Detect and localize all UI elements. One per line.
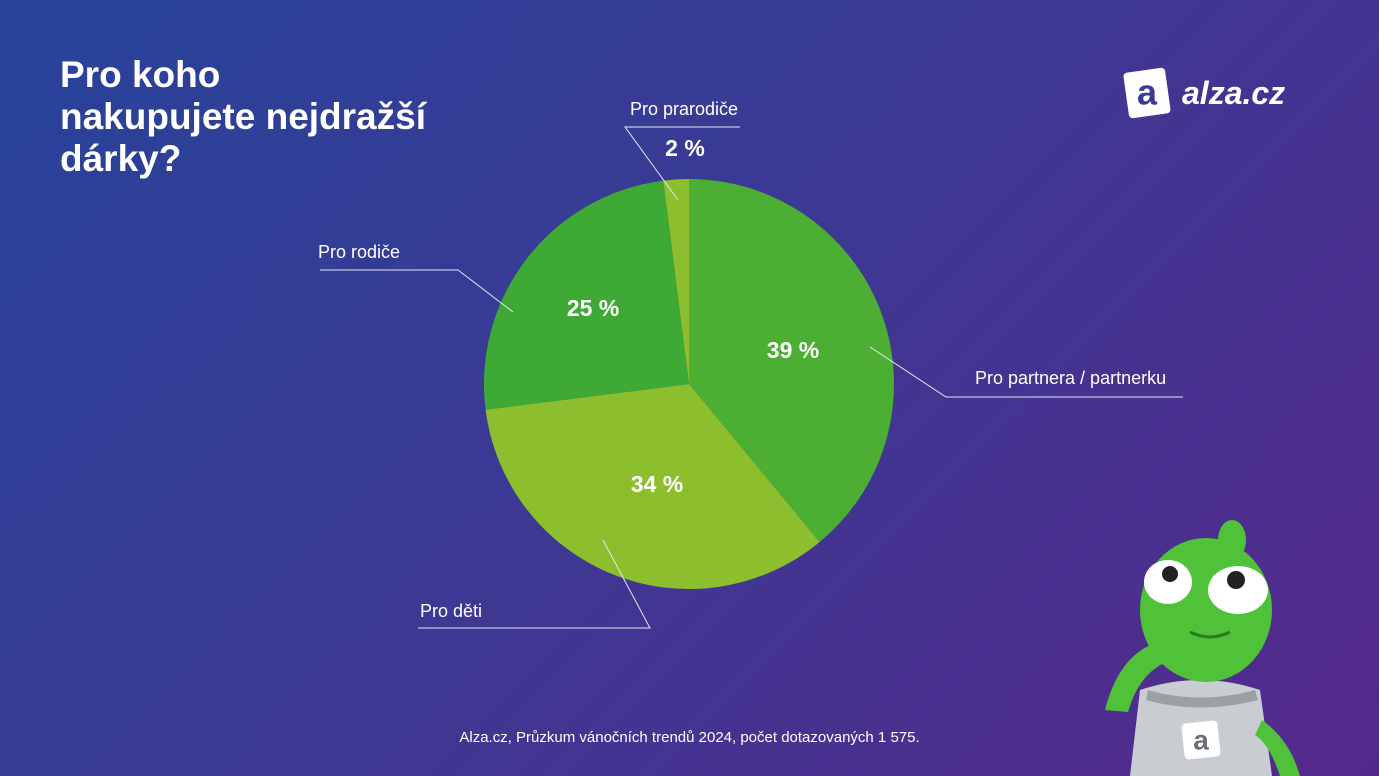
pie-slice [689,179,894,542]
svg-text:a: a [1137,72,1158,113]
logo-icon: a [1123,67,1171,119]
mascot: a [1105,520,1300,776]
logo: a alza.cz [1122,66,1285,120]
value-label: 34 % [631,471,683,497]
value-label: 25 % [567,295,619,321]
title: Pro koho nakupujete nejdražší dárky? [60,54,426,179]
category-label: Pro partnera / partnerku [975,368,1166,388]
pie-slice [484,180,689,410]
leader-line [624,126,740,201]
pie-slice [485,384,820,589]
value-label: 39 % [767,337,819,363]
svg-text:a: a [1193,724,1209,755]
leader-line [320,269,514,313]
value-label: 2 % [665,135,705,161]
category-label: Pro děti [420,601,482,621]
pie-slice [663,179,689,384]
leader-line [418,539,651,629]
category-label: Pro rodiče [318,242,400,262]
category-label: Pro prarodiče [630,99,738,119]
leader-line [869,346,1183,398]
logo-text: alza.cz [1182,74,1286,111]
source-note: Alza.cz, Průzkum vánočních trendů 2024, … [459,729,920,746]
